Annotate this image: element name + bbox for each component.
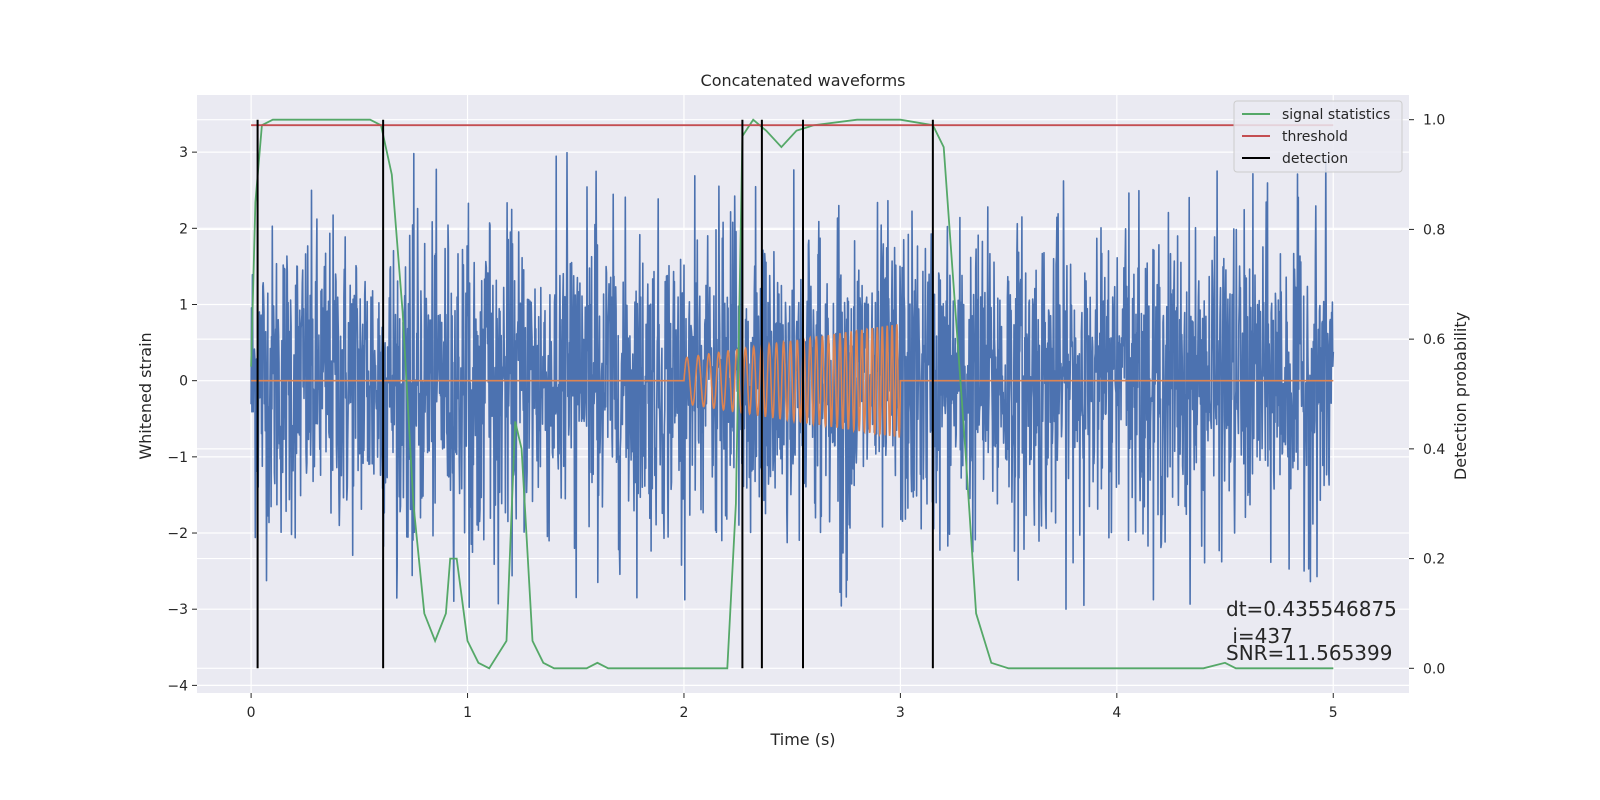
annotation-dt: dt=0.435546875	[1226, 597, 1397, 621]
left-y-tick-label: −4	[167, 678, 188, 694]
x-axis-ticks: 0 1 2 3 4 5	[247, 693, 1338, 721]
left-y-tick-label: −1	[167, 450, 188, 466]
right-y-tick-label: 1.0	[1423, 113, 1445, 129]
right-y-axis-ticks: 0.0 0.2 0.4 0.6 0.8 1.0	[1409, 113, 1445, 677]
left-y-tick-label: 2	[179, 221, 188, 237]
legend: signal statistics threshold detection	[1233, 100, 1403, 173]
left-y-tick-label: 3	[179, 145, 188, 161]
x-tick-label: 3	[896, 705, 905, 721]
x-tick-label: 5	[1329, 705, 1338, 721]
left-y-tick-label: −2	[167, 526, 188, 542]
series-detection-lines	[256, 119, 934, 669]
chart-title: Concatenated waveforms	[701, 71, 906, 90]
x-tick-label: 0	[247, 705, 256, 721]
right-y-tick-label: 0.6	[1423, 332, 1445, 348]
right-y-tick-label: 0.8	[1423, 222, 1445, 238]
series-strain-line	[250, 151, 1335, 610]
series-signal-statistics-line	[250, 118, 1334, 670]
annotation-snr: SNR=11.565399	[1226, 641, 1392, 665]
left-y-axis-label: Whitened strain	[136, 332, 155, 459]
x-tick-label: 4	[1112, 705, 1121, 721]
right-y-tick-label: 0.0	[1423, 661, 1445, 677]
legend-label-signal-statistics: signal statistics	[1282, 107, 1390, 123]
right-y-axis-label: Detection probability	[1451, 312, 1470, 480]
annotation-index: i=437	[1226, 624, 1293, 648]
plot-area	[250, 118, 1335, 670]
x-tick-label: 1	[463, 705, 472, 721]
left-y-tick-label: 0	[179, 374, 188, 390]
left-y-axis-ticks: −4 −3 −2 −1 0 1 2 3	[167, 145, 197, 694]
left-y-tick-label: −3	[167, 602, 188, 618]
x-axis-label: Time (s)	[769, 730, 835, 749]
legend-label-threshold: threshold	[1282, 129, 1348, 145]
series-template-line	[251, 324, 1334, 438]
legend-label-detection: detection	[1282, 151, 1348, 167]
legend-box	[1233, 100, 1403, 173]
x-tick-label: 2	[680, 705, 689, 721]
left-y-tick-label: 1	[179, 297, 188, 313]
right-y-tick-label: 0.2	[1423, 552, 1445, 568]
right-y-tick-label: 0.4	[1423, 442, 1445, 458]
